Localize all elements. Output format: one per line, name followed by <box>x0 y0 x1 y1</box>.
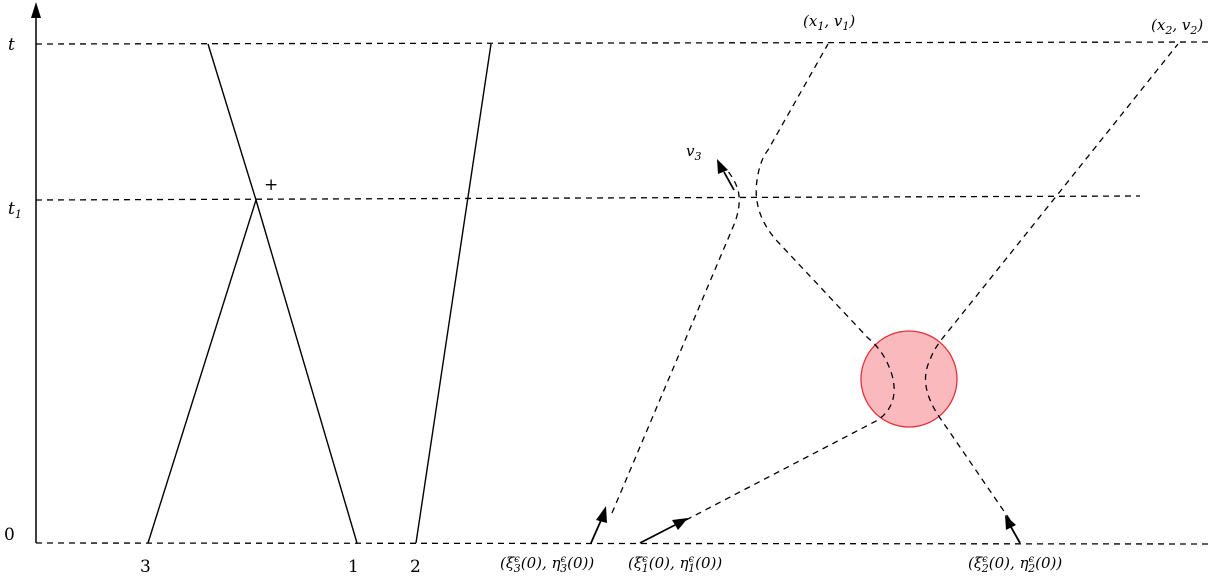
label-t1: t1 <box>8 199 22 221</box>
time-line-t1 <box>35 195 1141 201</box>
trajectory-2 <box>415 43 492 544</box>
collision-disk <box>860 330 958 428</box>
arrow-3-head <box>596 506 607 523</box>
label-x1-v1: (x1, v1) <box>803 12 855 33</box>
arrow-v3-head <box>717 159 728 174</box>
time-line-t <box>35 41 1211 45</box>
trajectory-dashed-3 <box>611 169 740 514</box>
arrow-1-head <box>672 518 688 530</box>
creation-plus-mark: + <box>264 175 278 195</box>
time-axis <box>31 2 41 543</box>
label-t: t <box>8 35 15 55</box>
trajectory-dashed-1 <box>685 43 895 521</box>
trajectory-dashed-2 <box>924 43 1179 521</box>
arrow-2-head <box>1005 515 1016 530</box>
label-v3: v3 <box>686 142 701 163</box>
trajectory-1 <box>255 199 358 544</box>
bottom-label-3: 3 <box>140 557 151 577</box>
time-line-zero <box>35 542 1213 545</box>
label-initial-2: (ξϵ 2(0), ηϵ 2(0)) <box>968 554 1062 575</box>
axis-arrow-head <box>31 2 41 18</box>
label-zero: 0 <box>4 525 15 545</box>
forward-trajectories <box>611 43 1179 521</box>
initial-arrows <box>590 159 1021 544</box>
bottom-label-1: 1 <box>348 557 359 577</box>
trajectory-3 <box>147 199 257 544</box>
arrow-2 <box>1010 526 1021 544</box>
label-initial-3: (ξϵ 3(0), ηϵ 3(0)) <box>500 554 594 575</box>
backward-trajectories <box>147 43 492 544</box>
arrow-1 <box>639 524 676 544</box>
bottom-label-2: 2 <box>410 557 421 577</box>
arrow-3 <box>590 517 603 544</box>
trajectory-upper-left <box>207 43 257 201</box>
label-initial-1: (ξϵ 1(0), ηϵ 1(0)) <box>628 554 722 575</box>
arrow-v3 <box>723 171 735 191</box>
label-x2-v2: (x2, v2) <box>1151 16 1203 37</box>
